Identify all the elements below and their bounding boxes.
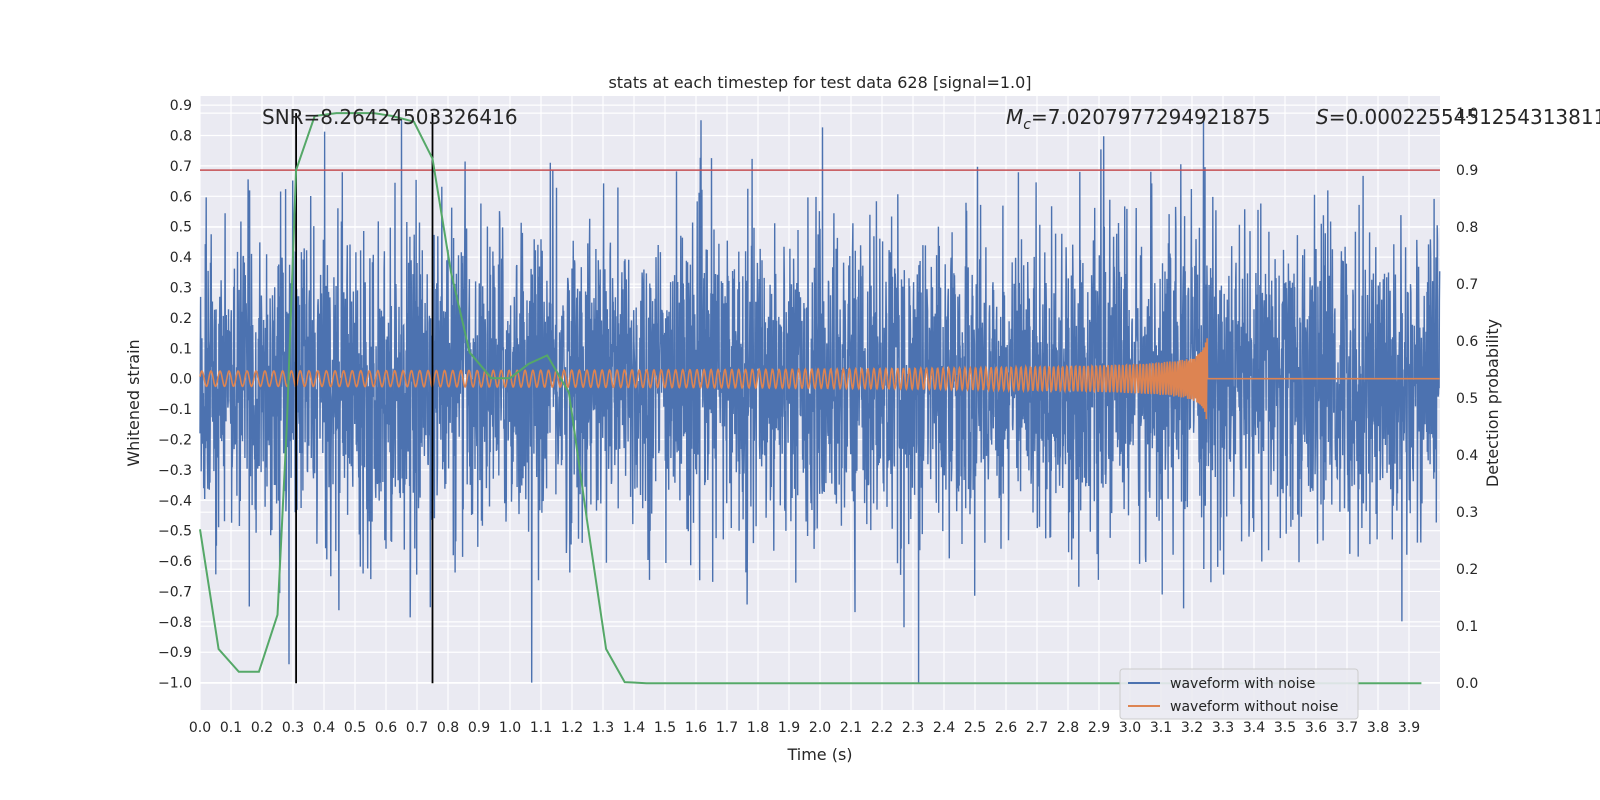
x-tick-label: 1.6 xyxy=(685,720,707,736)
x-tick-label: 3.2 xyxy=(1181,720,1203,736)
legend-label-clean: waveform without noise xyxy=(1170,699,1338,715)
x-tick-label: 3.8 xyxy=(1367,720,1389,736)
y-tick-label: 0.2 xyxy=(170,311,192,327)
x-tick-label: 0.2 xyxy=(251,720,273,736)
y2-tick-label: 0.5 xyxy=(1456,391,1478,407)
x-tick-label: 3.4 xyxy=(1243,720,1265,736)
x-tick-label: 1.3 xyxy=(592,720,614,736)
x-tick-label: 0.0 xyxy=(189,720,211,736)
y-tick-label: −0.6 xyxy=(158,554,192,570)
x-tick-label: 2.6 xyxy=(995,720,1017,736)
mc-value: =7.0207977294921875 xyxy=(1031,105,1270,129)
x-tick-label: 1.8 xyxy=(747,720,769,736)
x-tick-label: 1.1 xyxy=(530,720,552,736)
x-tick-label: 0.5 xyxy=(344,720,366,736)
y-tick-label: −0.2 xyxy=(158,432,192,448)
x-tick-label: 1.4 xyxy=(623,720,645,736)
y-axis-label: Whitened strain xyxy=(124,339,143,466)
mc-annotation: Mc=7.0207977294921875 xyxy=(1006,105,1270,133)
series-layer xyxy=(199,112,1441,685)
y-tick-label: −0.7 xyxy=(158,584,192,600)
y2-tick-label: 0.6 xyxy=(1456,334,1478,350)
x-tick-label: 2.9 xyxy=(1088,720,1110,736)
y-tick-label: 0.6 xyxy=(170,189,192,205)
snr-annotation: SNR=8.26424503326416 xyxy=(262,105,518,129)
y-tick-label: −0.8 xyxy=(158,615,192,631)
mc-symbol: M xyxy=(1006,105,1023,129)
x-tick-label: 2.7 xyxy=(1026,720,1048,736)
noise-series-line xyxy=(199,120,1441,683)
x-tick-label: 1.0 xyxy=(499,720,521,736)
x-tick-label: 1.2 xyxy=(561,720,583,736)
x-tick-label: 0.9 xyxy=(468,720,490,736)
probability-series-line xyxy=(199,112,1422,685)
chart-title: stats at each timestep for test data 628… xyxy=(608,73,1031,92)
y2-tick-label: 0.3 xyxy=(1456,505,1478,521)
x-tick-label: 0.1 xyxy=(220,720,242,736)
y-tick-label: −0.1 xyxy=(158,402,192,418)
x-tick-label: 2.5 xyxy=(964,720,986,736)
x-tick-label: 3.5 xyxy=(1274,720,1296,736)
x-tick-label: 1.5 xyxy=(654,720,676,736)
x-tick-label: 3.0 xyxy=(1119,720,1141,736)
x-tick-label: 1.7 xyxy=(716,720,738,736)
s-value: =0.00022554512543138117 xyxy=(1329,105,1600,129)
y-tick-label: −1.0 xyxy=(158,676,192,692)
y2-tick-label: 0.0 xyxy=(1456,676,1478,692)
x-tick-label: 3.1 xyxy=(1150,720,1172,736)
y2-tick-label: 1.0 xyxy=(1456,106,1478,122)
y2-axis-label: Detection probability xyxy=(1483,319,1502,487)
x-tick-label: 0.3 xyxy=(282,720,304,736)
x-tick-label: 3.7 xyxy=(1336,720,1358,736)
y2-tick-label: 0.9 xyxy=(1456,163,1478,179)
y-tick-label: 0.9 xyxy=(170,98,192,114)
y-tick-label: 0.1 xyxy=(170,341,192,357)
clean-series-line xyxy=(199,338,1440,420)
legend: waveform with noise waveform without noi… xyxy=(1119,668,1359,720)
y2-ticks: 0.0 0.1 0.2 0.3 0.4 0.5 0.6 0.7 0.8 0.9 1.0 xyxy=(1456,106,1478,692)
x-tick-label: 0.6 xyxy=(375,720,397,736)
y2-tick-label: 0.7 xyxy=(1456,277,1478,293)
x-tick-label: 2.0 xyxy=(809,720,831,736)
x-axis-label: Time (s) xyxy=(786,745,852,764)
x-tick-label: 2.8 xyxy=(1057,720,1079,736)
y-ticks: 0.9 0.8 0.7 0.6 0.5 0.4 0.3 0.2 0.1 0.0 −0.1 −0.2 −0… xyxy=(158,98,192,692)
x-tick-label: 3.6 xyxy=(1305,720,1327,736)
x-tick-label: 0.7 xyxy=(406,720,428,736)
legend-box xyxy=(1119,668,1359,720)
y-tick-label: −0.9 xyxy=(158,645,192,661)
x-tick-label: 2.4 xyxy=(933,720,955,736)
y-tick-label: 0.0 xyxy=(170,372,192,388)
x-tick-label: 3.9 xyxy=(1398,720,1420,736)
y-tick-label: 0.5 xyxy=(170,220,192,236)
y2-tick-label: 0.1 xyxy=(1456,619,1478,635)
y-tick-label: 0.3 xyxy=(170,280,192,296)
y-tick-label: 0.8 xyxy=(170,129,192,145)
s-annotation: S=0.00022554512543138117 xyxy=(1316,105,1600,129)
x-tick-label: 0.4 xyxy=(313,720,335,736)
x-tick-label: 2.1 xyxy=(840,720,862,736)
mc-subscript: c xyxy=(1023,117,1031,133)
x-tick-label: 2.3 xyxy=(902,720,924,736)
x-tick-label: 3.3 xyxy=(1212,720,1234,736)
y-tick-label: −0.4 xyxy=(158,493,192,509)
x-tick-label: 2.2 xyxy=(871,720,893,736)
y2-tick-label: 0.8 xyxy=(1456,220,1478,236)
y2-tick-label: 0.4 xyxy=(1456,448,1478,464)
x-tick-label: 1.9 xyxy=(778,720,800,736)
y-tick-label: 0.7 xyxy=(170,159,192,175)
y-tick-label: −0.3 xyxy=(158,463,192,479)
y-tick-label: 0.4 xyxy=(170,250,192,266)
y-tick-label: −0.5 xyxy=(158,524,192,540)
legend-label-noise: waveform with noise xyxy=(1170,676,1315,692)
s-symbol: S xyxy=(1316,105,1329,129)
y2-tick-label: 0.2 xyxy=(1456,562,1478,578)
x-ticks: 0.0 0.1 0.2 0.3 0.4 0.5 0.6 0.7 0.8 0.9 1.0 1.1 1.2 1… xyxy=(189,720,1420,736)
x-tick-label: 0.8 xyxy=(437,720,459,736)
